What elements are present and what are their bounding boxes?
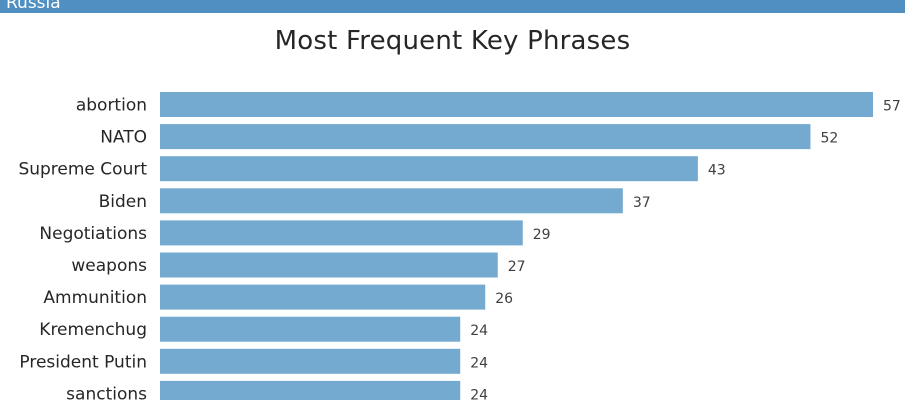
bar-kremenchug [160, 316, 461, 342]
bar-weapons [160, 252, 498, 278]
value-label: 27 [508, 259, 526, 275]
value-label: 24 [470, 387, 488, 400]
value-label: 37 [633, 195, 651, 211]
bar-biden [160, 188, 623, 214]
header-bar: Russia [0, 0, 905, 13]
category-label: Negotiations [39, 224, 147, 244]
bar-negotiations [160, 220, 523, 246]
category-label: weapons [71, 256, 147, 276]
value-label: 29 [533, 227, 551, 243]
bar-nato [160, 124, 811, 150]
value-label: 52 [820, 131, 838, 147]
value-label: 43 [708, 163, 726, 179]
category-label: Biden [99, 192, 147, 212]
value-label: 24 [470, 355, 488, 371]
bar-sanctions [160, 380, 461, 400]
category-label: Kremenchug [39, 320, 147, 340]
category-label: NATO [100, 128, 147, 148]
bar-president-putin [160, 348, 461, 374]
bar-supreme-court [160, 156, 698, 182]
category-label: sanctions [66, 384, 147, 400]
value-label: 26 [495, 291, 513, 307]
category-label: abortion [76, 96, 147, 116]
category-label: Ammunition [43, 288, 147, 308]
header-label: Russia [6, 0, 61, 13]
chart-title: Most Frequent Key Phrases [274, 26, 631, 56]
value-label: 57 [883, 99, 901, 115]
bar-abortion [160, 92, 873, 117]
category-label: Supreme Court [18, 160, 147, 180]
bar-ammunition [160, 284, 486, 310]
category-label: President Putin [19, 352, 147, 372]
value-label: 24 [470, 323, 488, 339]
